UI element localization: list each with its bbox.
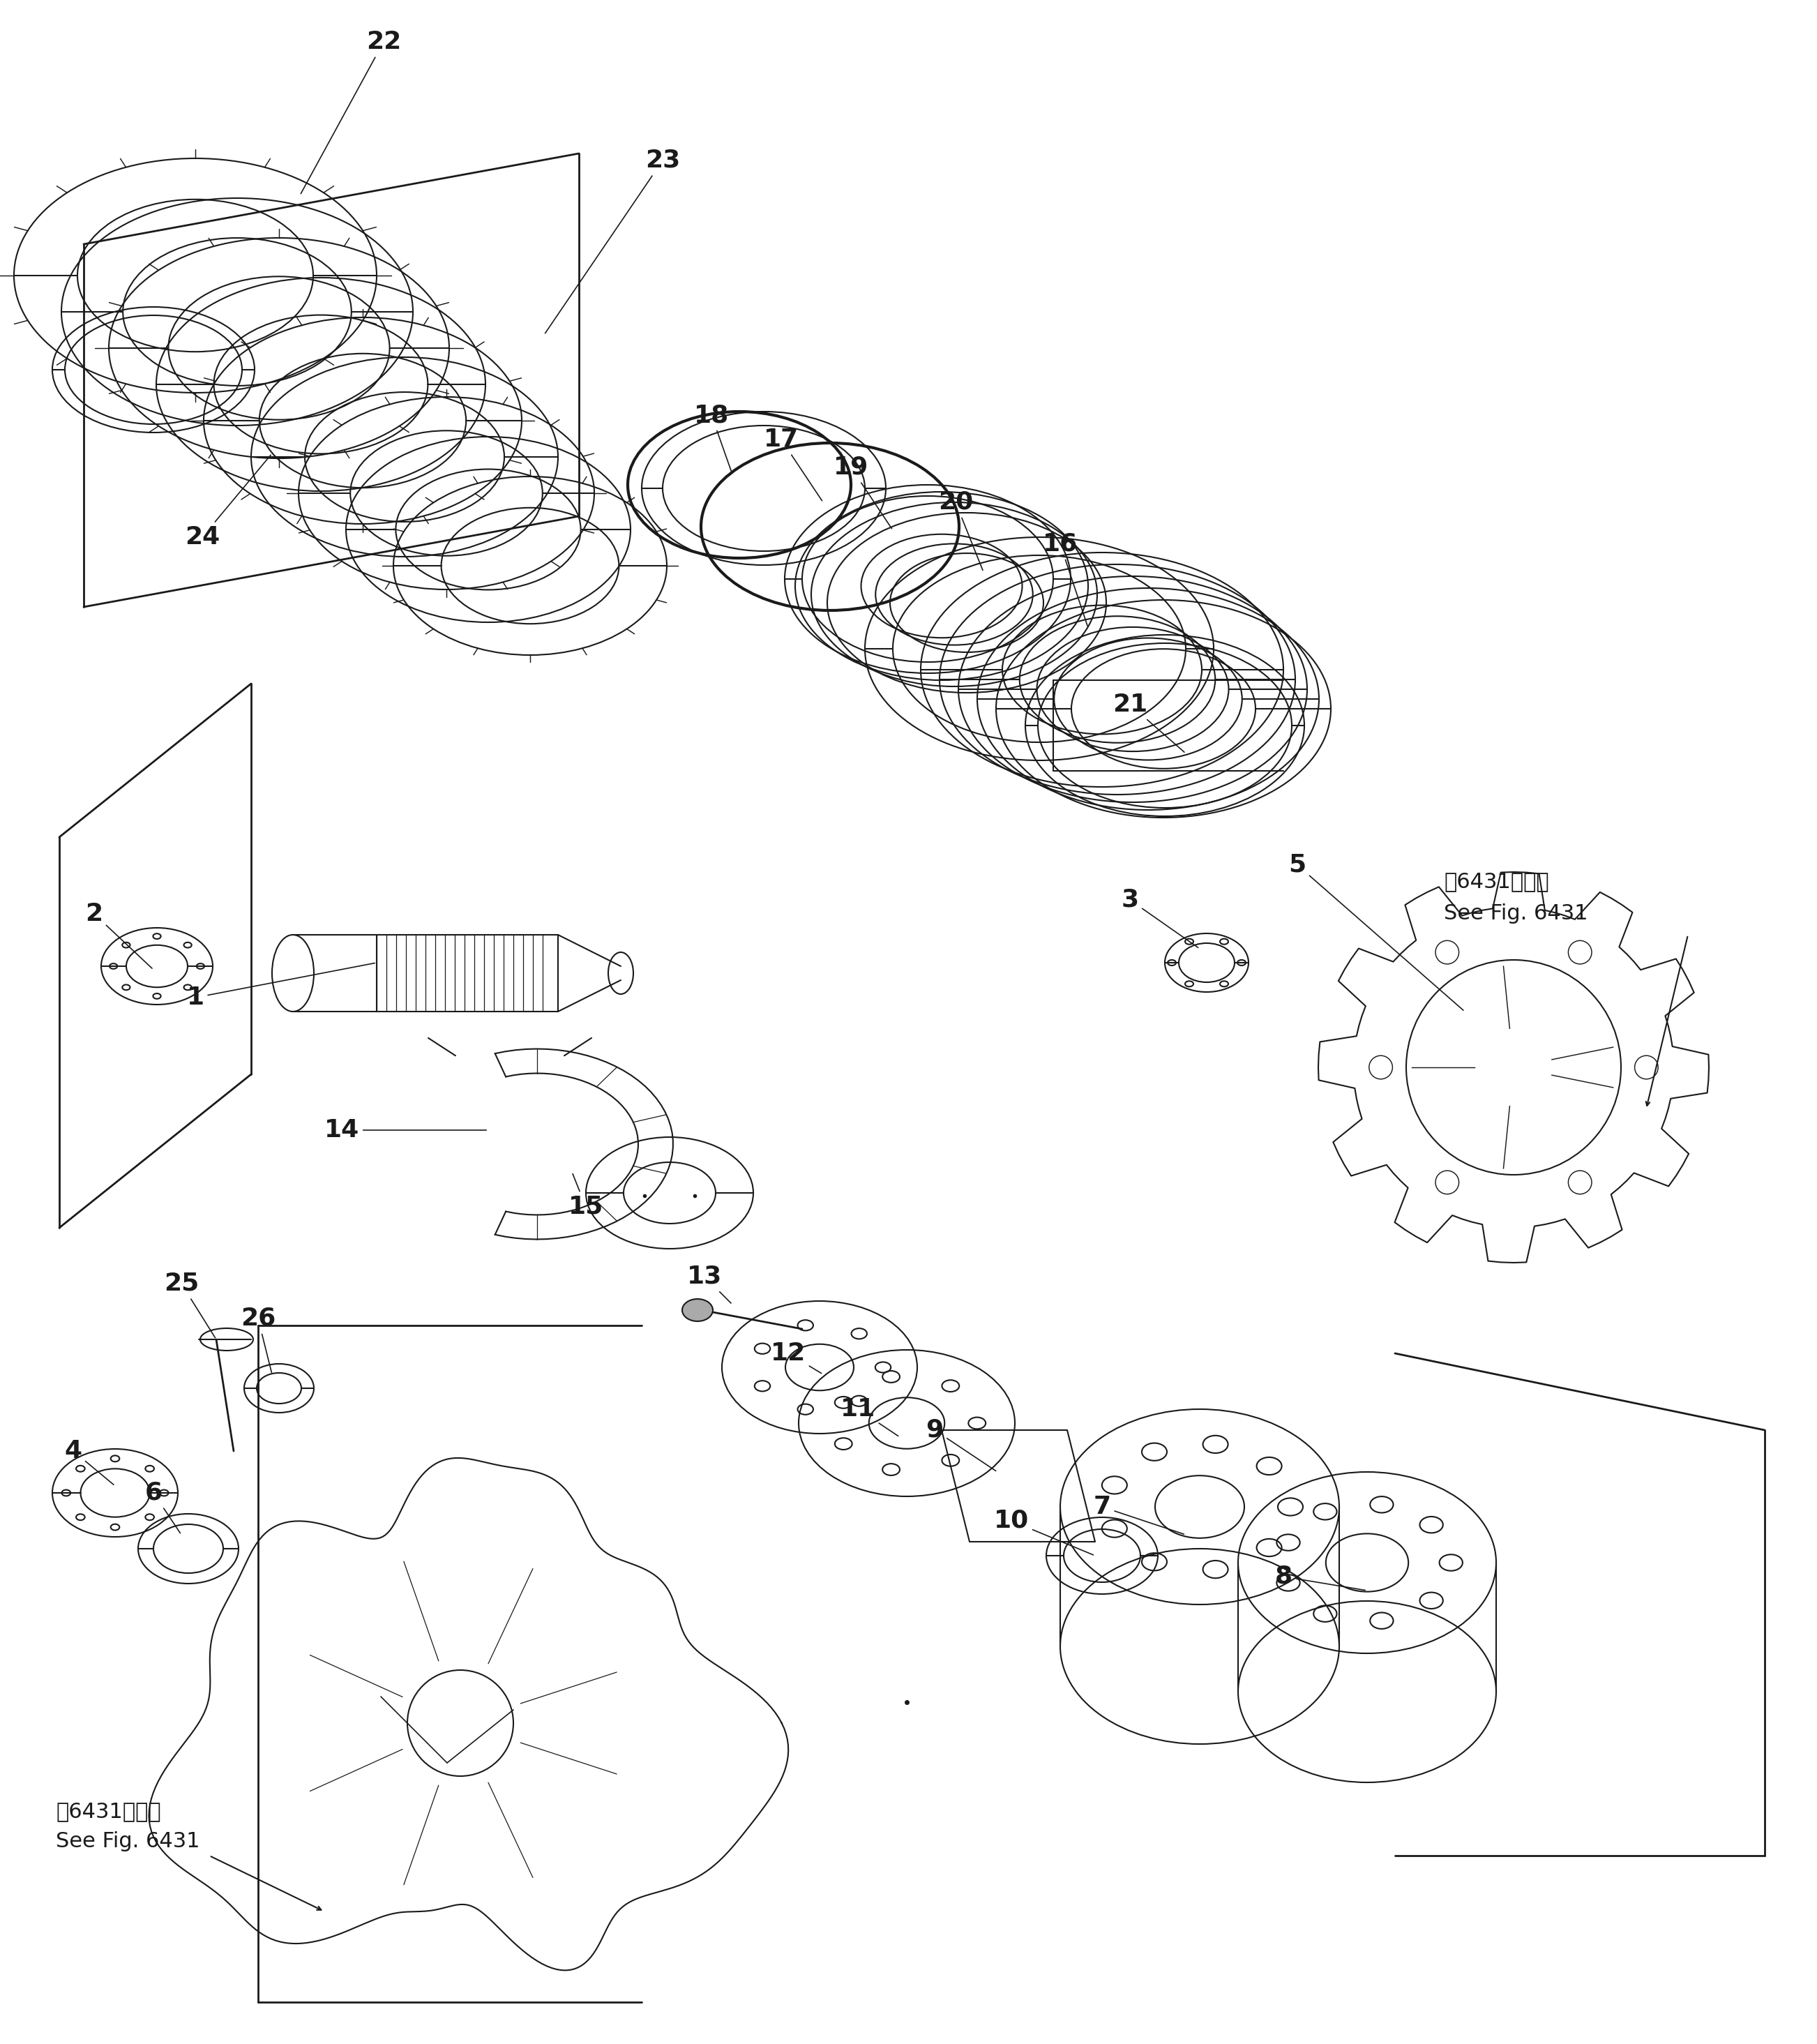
Text: 10: 10: [994, 1508, 1094, 1555]
Text: 第6431図参照: 第6431図参照: [56, 1801, 162, 1821]
Text: See Fig. 6431: See Fig. 6431: [1445, 903, 1588, 924]
Text: 5: 5: [1288, 852, 1463, 1010]
Text: 16: 16: [1043, 531, 1088, 625]
Text: 23: 23: [545, 149, 680, 333]
Text: 14: 14: [323, 1118, 487, 1143]
Text: 2: 2: [85, 901, 153, 969]
Text: 6: 6: [145, 1482, 180, 1533]
Text: 18: 18: [694, 403, 732, 472]
Text: See Fig. 6431: See Fig. 6431: [56, 1831, 200, 1852]
Text: 第6431図参照: 第6431図参照: [1445, 871, 1548, 891]
Ellipse shape: [681, 1298, 712, 1320]
Text: 19: 19: [834, 456, 892, 529]
Text: 8: 8: [1276, 1566, 1365, 1590]
Text: 24: 24: [185, 456, 271, 550]
Text: 1: 1: [187, 963, 374, 1010]
Text: 22: 22: [302, 31, 402, 194]
Text: 3: 3: [1121, 887, 1197, 948]
Text: 15: 15: [569, 1173, 603, 1218]
Text: 26: 26: [240, 1306, 276, 1372]
Text: 13: 13: [687, 1265, 730, 1304]
Text: 21: 21: [1112, 693, 1185, 752]
Text: 9: 9: [927, 1419, 996, 1472]
Text: 7: 7: [1094, 1494, 1185, 1535]
Text: 17: 17: [763, 427, 821, 501]
Text: 11: 11: [841, 1398, 898, 1437]
Text: 12: 12: [770, 1341, 821, 1374]
Text: 4: 4: [64, 1439, 114, 1484]
Text: 25: 25: [164, 1271, 214, 1337]
Text: 20: 20: [938, 491, 983, 570]
